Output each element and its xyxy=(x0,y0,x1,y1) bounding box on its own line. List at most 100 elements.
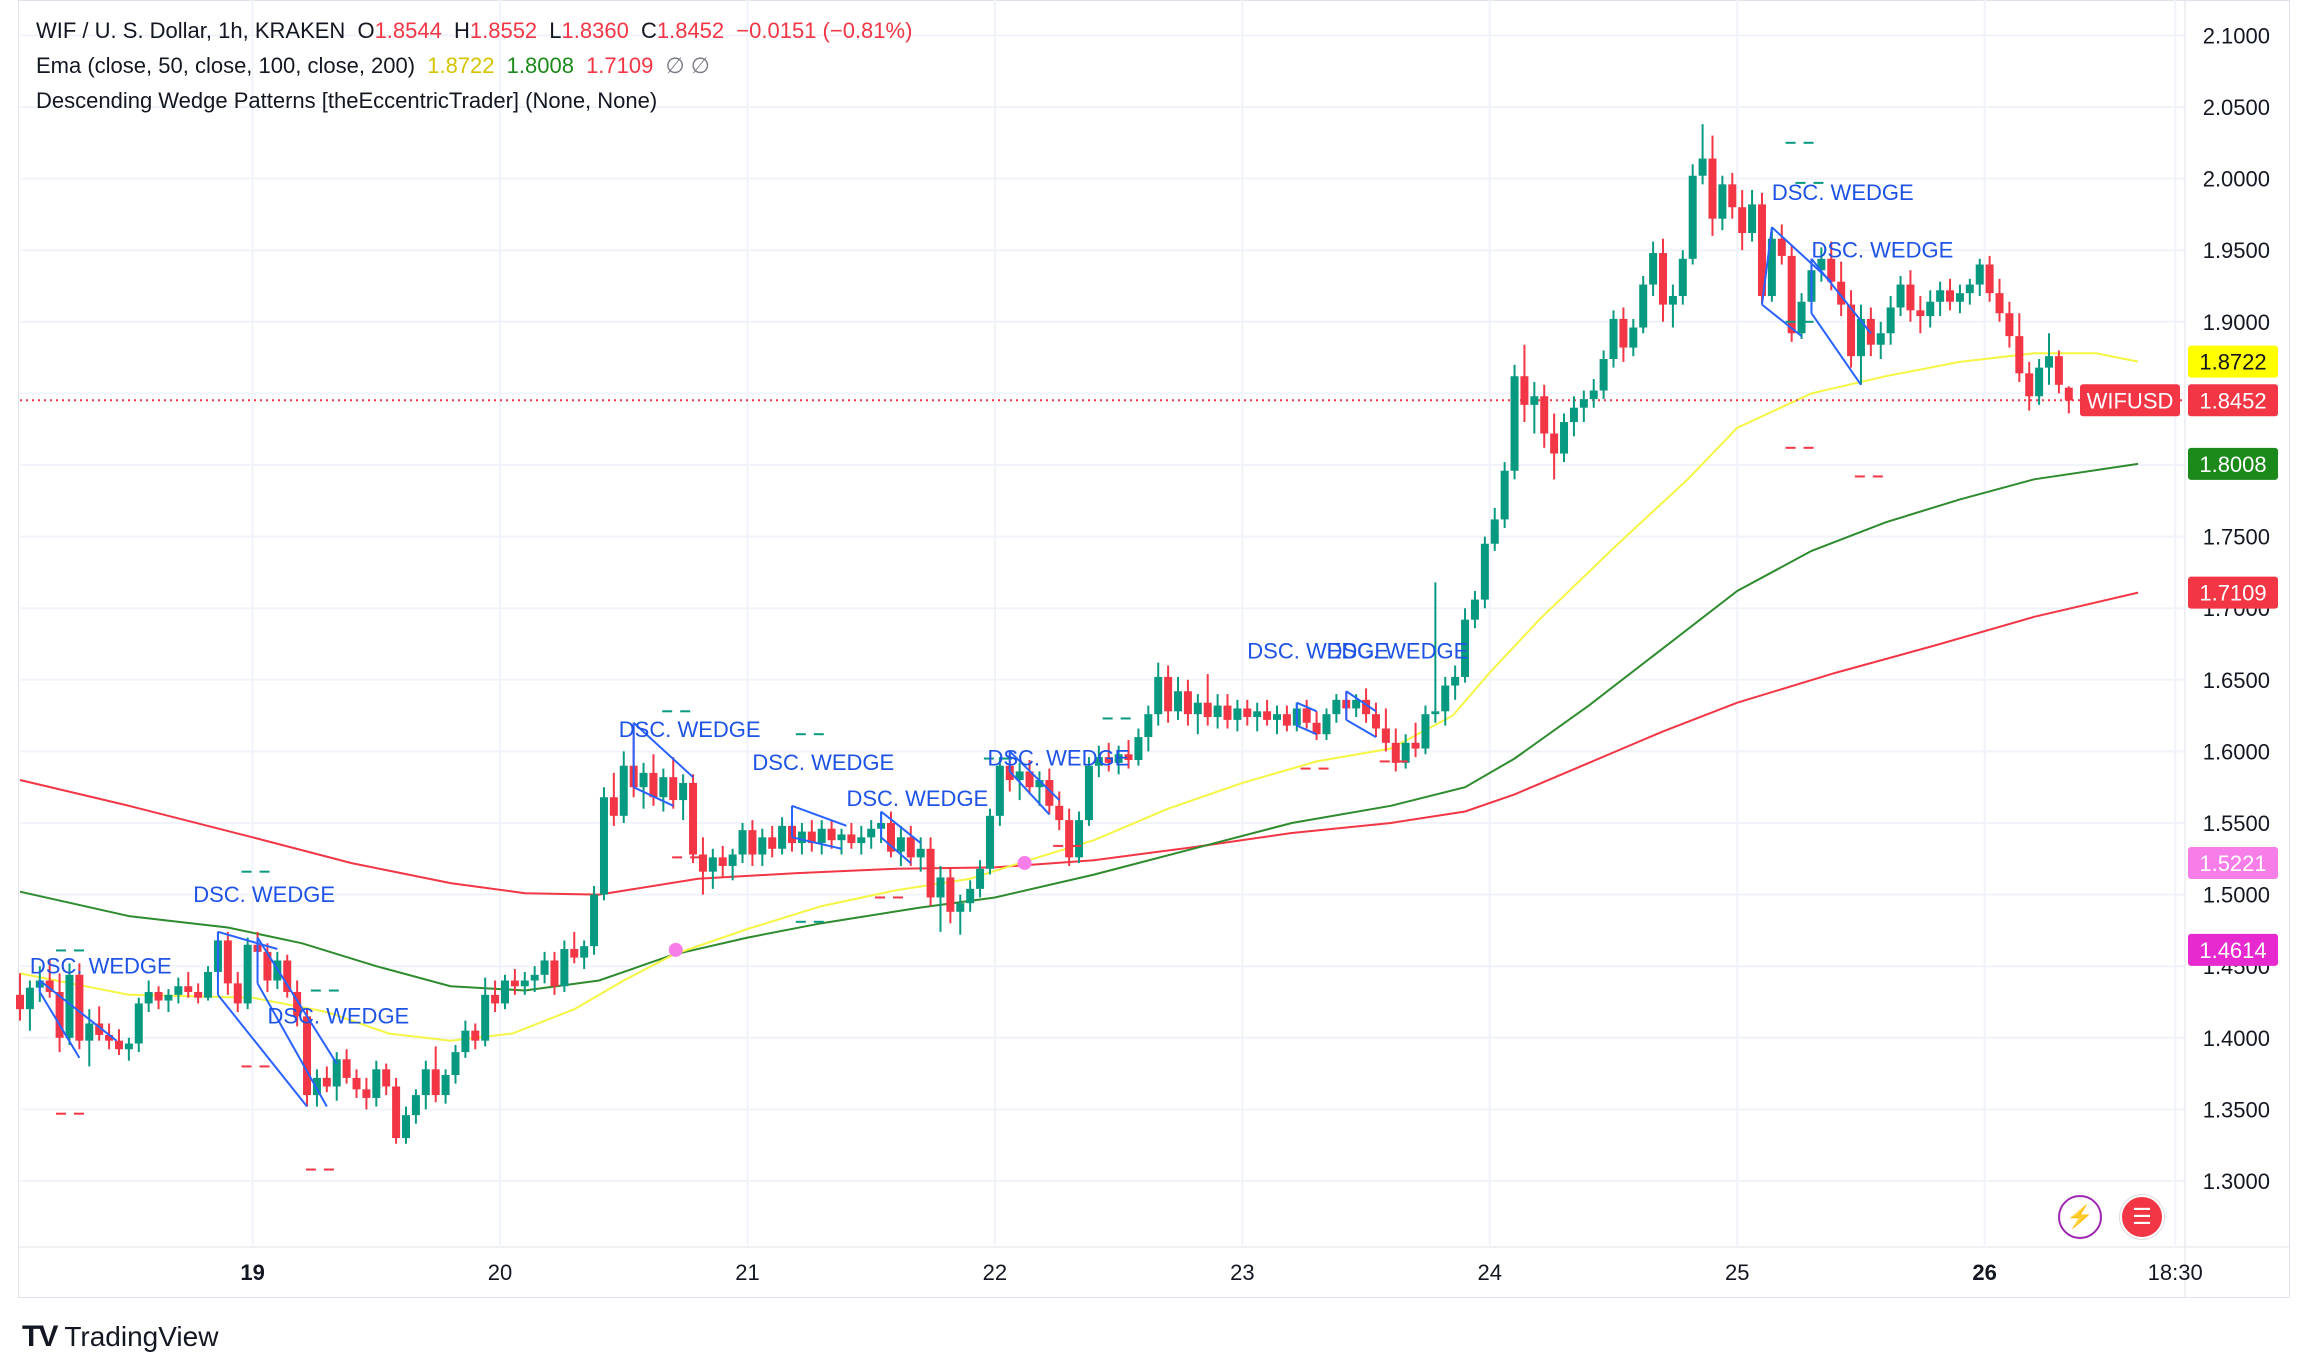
candle-body xyxy=(25,987,34,1010)
candle-body xyxy=(1025,771,1034,788)
candle-body xyxy=(778,825,787,849)
price-tick-label: 2.0500 xyxy=(2203,95,2270,120)
candle-body xyxy=(1272,714,1281,720)
indicator-legend[interactable]: Descending Wedge Patterns [theEccentricT… xyxy=(36,88,663,114)
candle-body xyxy=(372,1069,381,1098)
candle-body xyxy=(1282,714,1291,726)
price-tick-label: 1.3000 xyxy=(2203,1169,2270,1194)
wedge-lower-line xyxy=(38,991,81,1059)
wedge-lower-line xyxy=(1761,303,1803,337)
bolt-icon[interactable]: ⚡ xyxy=(2058,1195,2102,1239)
candle-body xyxy=(2064,387,2073,401)
wedge-upper-line xyxy=(256,937,338,1065)
candle-body xyxy=(1609,318,1618,360)
candle-body xyxy=(906,837,915,858)
candle-body xyxy=(510,980,519,987)
price-label-box xyxy=(2188,384,2278,417)
candle-body xyxy=(1777,238,1786,256)
ema50-line xyxy=(19,352,2139,1042)
candle-body xyxy=(293,991,302,1017)
candle-body xyxy=(184,986,193,992)
candle-body xyxy=(956,903,965,912)
candle-body xyxy=(1193,702,1202,715)
price-tick-label: 2.0000 xyxy=(2203,167,2270,192)
candle-body xyxy=(1263,711,1272,720)
price-tick-label: 1.6000 xyxy=(2203,739,2270,764)
candle-body xyxy=(1223,705,1232,720)
candle-body xyxy=(1668,296,1677,305)
candle-body xyxy=(995,765,1004,816)
candle-body xyxy=(1629,327,1638,348)
candle-body xyxy=(926,848,935,898)
candle-body xyxy=(1817,258,1826,271)
close-value: 1.8452 xyxy=(656,18,725,43)
candle-body xyxy=(1302,708,1311,723)
candle-body xyxy=(1084,765,1093,821)
candle-body xyxy=(124,1043,133,1050)
wedge-label: DSC. WEDGE xyxy=(30,953,172,978)
candle-body xyxy=(1213,705,1222,718)
candle-body xyxy=(1164,676,1173,712)
candle-body xyxy=(2005,313,2014,337)
candle-body xyxy=(708,857,717,872)
candle-body xyxy=(2015,336,2024,374)
candle-body xyxy=(55,991,64,1038)
candle-body xyxy=(332,1059,341,1087)
candle-body xyxy=(263,951,272,981)
candle-body xyxy=(1144,714,1153,738)
price-tick-label: 1.4000 xyxy=(2203,1026,2270,1051)
candle-body xyxy=(1985,264,1994,294)
price-label-box xyxy=(2188,846,2278,879)
tradingview-name: TradingView xyxy=(64,1321,219,1352)
candle-body xyxy=(1490,519,1499,544)
us-flag-icon[interactable]: ☰ xyxy=(2120,1195,2164,1239)
candle-body xyxy=(1757,204,1766,297)
candle-body xyxy=(728,854,737,866)
price-label-box xyxy=(2188,576,2278,609)
candle-body xyxy=(204,971,213,998)
candle-body xyxy=(1748,204,1757,234)
wedge-lower-line xyxy=(1296,724,1317,736)
candle-body xyxy=(886,823,895,852)
wedge-upper-line xyxy=(39,979,118,1042)
candle-body xyxy=(421,1069,430,1096)
ema-legend[interactable]: Ema (close, 50, close, 100, close, 200) … xyxy=(36,53,716,79)
candle-body xyxy=(768,837,777,849)
price-label-text: 1.8452 xyxy=(2199,388,2266,413)
ema-cross-marker xyxy=(1017,855,1032,870)
candle-body xyxy=(1253,711,1262,718)
wedge-upper-line xyxy=(1345,690,1377,713)
tradingview-brand[interactable]: TV TradingView xyxy=(22,1320,218,1354)
candle-body xyxy=(1975,264,1984,285)
candle-body xyxy=(1639,284,1648,328)
candle-body xyxy=(1847,304,1856,357)
wedge-lower-line xyxy=(791,836,842,850)
price-label-text: 1.7109 xyxy=(2199,581,2266,606)
symbol-legend[interactable]: WIF / U. S. Dollar, 1h, KRAKEN O1.8544 H… xyxy=(36,18,918,44)
candle-body xyxy=(461,1030,470,1053)
candle-body xyxy=(1352,699,1361,709)
wedge-upper-line xyxy=(1810,258,1872,334)
time-tick-label: 20 xyxy=(488,1260,512,1285)
candle-body xyxy=(1065,820,1074,858)
candle-body xyxy=(1451,676,1460,686)
candle-body xyxy=(1738,207,1747,234)
candle-body xyxy=(807,831,816,844)
wedge-label: DSC. WEDGE xyxy=(619,717,761,742)
change-value: −0.0151 (−0.81%) xyxy=(736,18,913,43)
candle-body xyxy=(451,1052,460,1076)
candle-body xyxy=(2045,356,2054,368)
candle-body xyxy=(1500,470,1509,520)
candle-body xyxy=(1560,422,1569,454)
candle-body xyxy=(194,991,203,998)
candle-body xyxy=(659,777,668,798)
candle-body xyxy=(1955,293,1964,302)
candle-body xyxy=(1075,820,1084,858)
candle-body xyxy=(1055,805,1064,821)
candle-body xyxy=(916,848,925,858)
candle-body xyxy=(1421,714,1430,749)
wedge-label: DSC. WEDGE xyxy=(752,750,894,775)
candle-body xyxy=(243,944,252,1004)
wedge-upper-line xyxy=(880,810,922,844)
